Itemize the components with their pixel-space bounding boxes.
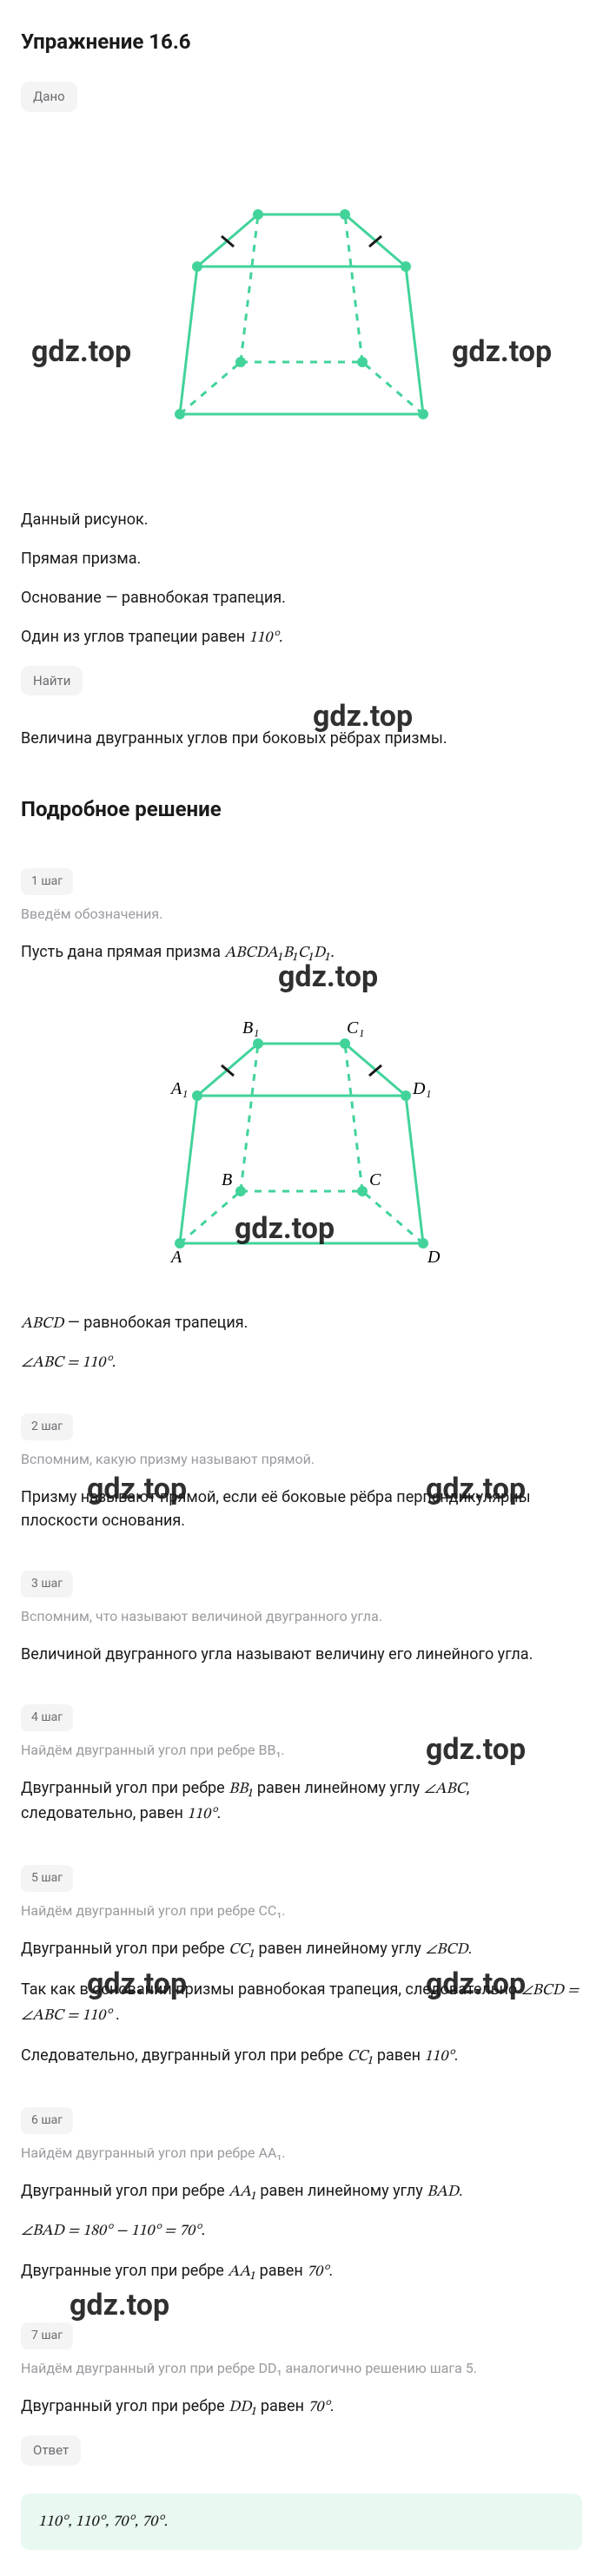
given-p1: Данный рисунок. — [21, 508, 582, 531]
step-5-t2: Так как в основании призмы равнобокая тр… — [21, 1978, 582, 2028]
s5t2c: . — [112, 2006, 120, 2024]
s7d: 70° — [308, 2400, 329, 2415]
s4g: . — [216, 1804, 221, 1822]
step-1-badge: 1 шаг — [21, 868, 73, 895]
tag-find: Найти — [21, 666, 83, 696]
lbl-D: D — [427, 1248, 441, 1267]
prism-svg-2: A D B C A₁ D₁ B₁ C₁ — [128, 983, 475, 1278]
step-3-badge: 3 шаг — [21, 1571, 73, 1598]
s1t1b: ABCDA₁B₁C₁D₁. — [224, 945, 334, 961]
step-4-badge: 4 шаг — [21, 1704, 73, 1731]
s1t2a: ABCD — [21, 1316, 63, 1332]
s5t3a: Следовательно, двугранный угол при ребре — [21, 2046, 348, 2065]
s6c: равен линейному углу — [256, 2182, 427, 2200]
step-7-badge: 7 шаг — [21, 2322, 73, 2349]
s6a: Двугранный угол при ребре — [21, 2182, 229, 2200]
step-2-hint: Вспомним, какую призму называют прямой. — [21, 1449, 582, 1470]
s6t3c: равен — [255, 2262, 307, 2280]
find-text: Величина двугранных углов при боковых рё… — [21, 727, 582, 750]
s6e: . — [459, 2182, 463, 2200]
step-7-t1: Двугранный угол при ребре DD₁ равен 70°. — [21, 2395, 582, 2420]
step-5-t1: Двугранный угол при ребре CC₁ равен лине… — [21, 1937, 582, 1962]
answer-text: 110°, 110°, 70°, 70°. — [38, 2514, 168, 2530]
lbl-B1: B₁ — [242, 1018, 259, 1038]
lbl-A: A — [169, 1248, 182, 1267]
s4a: Двугранный угол при ребре — [21, 1779, 229, 1797]
step-3-hint: Вспомним, что называют величиной двугран… — [21, 1606, 582, 1627]
lbl-C1: C₁ — [347, 1018, 364, 1038]
watermark: gdz.top — [70, 2283, 169, 2328]
given-p2: Прямая призма. — [21, 547, 582, 570]
step-5-hint: Найдём двугранный угол при ребре CC₁. — [21, 1901, 582, 1921]
s5b: CC₁ — [229, 1942, 255, 1958]
s7b: DD₁ — [229, 2400, 256, 2415]
solution-title: Подробное решение — [21, 794, 582, 825]
lbl-C: C — [369, 1170, 381, 1189]
s5a: Двугранный угол при ребре — [21, 1940, 229, 1958]
step-3-t1: Величиной двугранного угла называют вели… — [21, 1643, 582, 1666]
step-6-t1: Двугранный угол при ребре AA₁ равен лине… — [21, 2179, 582, 2204]
figure-2: A D B C A₁ D₁ B₁ C₁ — [21, 983, 582, 1285]
s5t3d: 110° — [425, 2049, 454, 2065]
given-p4a: Один из углов трапеции равен — [21, 628, 249, 646]
lbl-B: B — [222, 1170, 232, 1189]
step-4-hint: Найдём двугранный угол при ребре BB₁. — [21, 1740, 582, 1761]
step-4-t1: Двугранный угол при ребре BB₁ равен лине… — [21, 1776, 582, 1827]
given-p3: Основание — равнобокая трапеция. — [21, 586, 582, 609]
step-7-hint: Найдём двугранный угол при ребре DD₁ ана… — [21, 2358, 582, 2379]
given-p4b: 110°. — [249, 630, 283, 646]
step-5-t3: Следовательно, двугранный угол при ребре… — [21, 2044, 582, 2069]
step-2-badge: 2 шаг — [21, 1413, 73, 1440]
s4b: BB₁ — [229, 1782, 253, 1797]
tag-given: Дано — [21, 82, 77, 112]
step-1-t1: Пусть дана прямая призма ABCDA₁B₁C₁D₁. — [21, 940, 582, 965]
tag-answer: Ответ — [21, 2435, 81, 2466]
s5t3c: равен — [373, 2046, 424, 2065]
s6t3a: Двугранные угол при ребре — [21, 2262, 228, 2280]
s4d: ∠ABC — [424, 1782, 467, 1797]
s6t3e: . — [328, 2262, 333, 2280]
lbl-A1: A₁ — [169, 1079, 188, 1098]
s7a: Двугранный угол при ребре — [21, 2397, 229, 2415]
answer-box: 110°, 110°, 70°, 70°. — [21, 2494, 582, 2550]
step-6-t2: ∠BAD = 180° − 110° = 70°. — [21, 2220, 582, 2243]
lbl-D1: D₁ — [412, 1079, 431, 1098]
s1t1a: Пусть дана прямая призма — [21, 943, 224, 961]
s5e: . — [468, 1940, 473, 1958]
s6d: BAD — [427, 2184, 459, 2200]
s5c: равен линейному углу — [255, 1940, 425, 1958]
s6t3b: AA₁ — [228, 2264, 255, 2280]
figure-1 — [21, 154, 582, 473]
s5t3e: . — [454, 2046, 459, 2065]
s6b: AA₁ — [229, 2184, 256, 2200]
s1t2b: — равнобокая трапеция. — [63, 1314, 248, 1332]
s5t3b: CC₁ — [348, 2049, 374, 2065]
s4f: 110° — [187, 1807, 216, 1822]
step-1-hint: Введём обозначения. — [21, 904, 582, 925]
step-6-hint: Найдём двугранный угол при ребре AA₁. — [21, 2143, 582, 2164]
step-2-t1: Призму называют прямой, если её боковые … — [21, 1486, 582, 1532]
given-p4: Один из углов трапеции равен 110°. — [21, 625, 582, 650]
exercise-title: Упражнение 16.6 — [21, 26, 582, 57]
step-5-badge: 5 шаг — [21, 1865, 73, 1892]
s4c: равен линейному углу — [253, 1779, 423, 1797]
s6t3d: 70° — [307, 2264, 328, 2280]
s7c: равен — [256, 2397, 308, 2415]
step-1-t3: ∠ABC = 110°. — [21, 1352, 582, 1375]
step-1-t2: ABCD — равнобокая трапеция. — [21, 1311, 582, 1336]
s7e: . — [330, 2397, 335, 2415]
prism-svg-1 — [128, 154, 475, 466]
s5t2a: Так как в основании призмы равнобокая тр… — [21, 1980, 521, 1999]
step-6-t3: Двугранные угол при ребре AA₁ равен 70°. — [21, 2259, 582, 2284]
s5d: ∠BCD — [425, 1942, 467, 1958]
step-6-badge: 6 шаг — [21, 2107, 73, 2134]
